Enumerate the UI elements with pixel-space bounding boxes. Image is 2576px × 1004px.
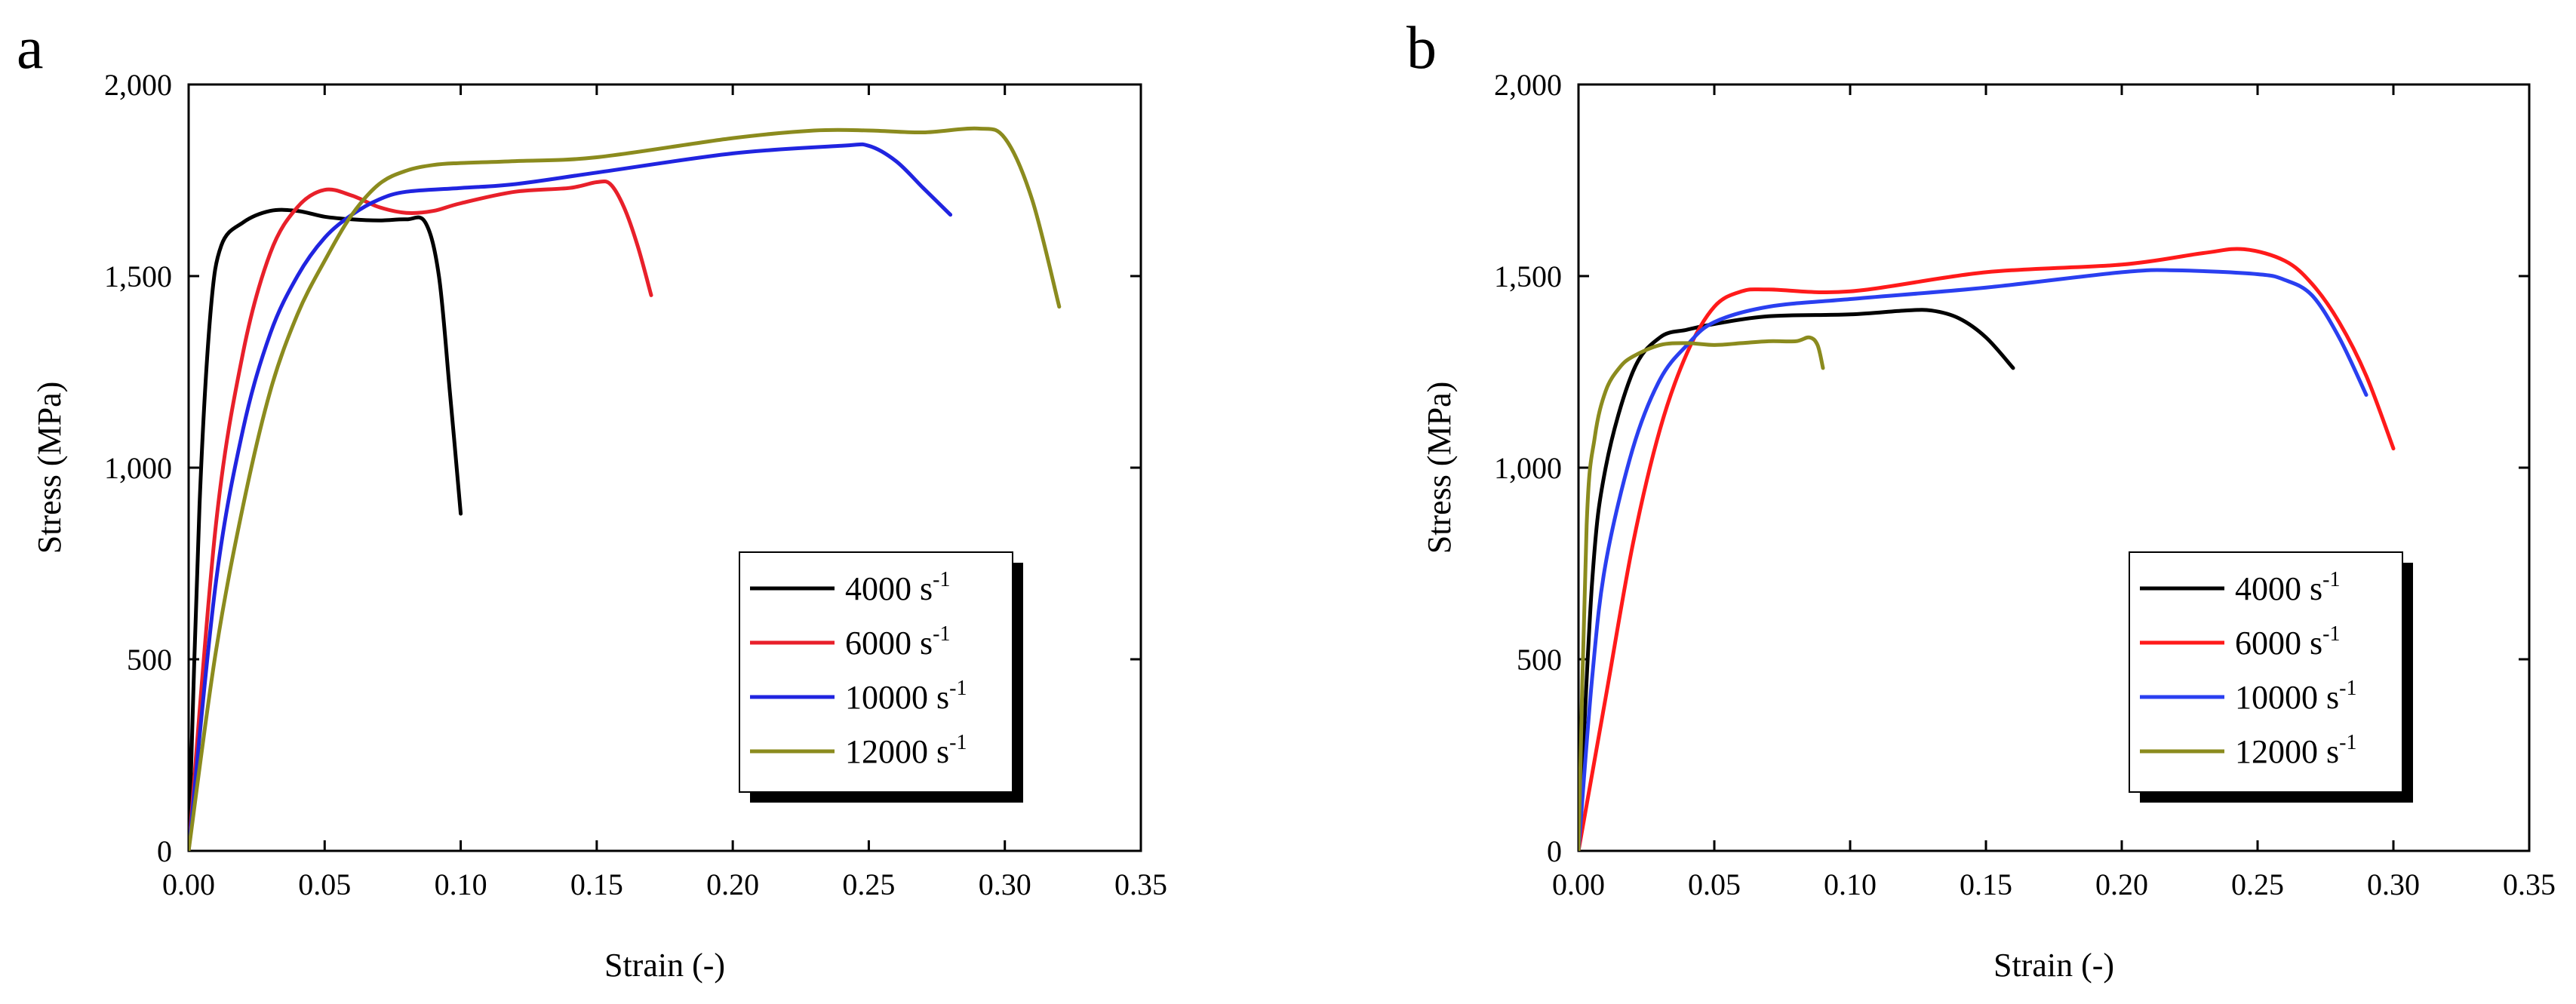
x-tick-label: 0.35	[1114, 867, 1167, 901]
series-line-4000	[1578, 308, 2015, 851]
x-axis-title: Strain (-)	[604, 947, 725, 984]
x-tick-label: 0.30	[2367, 867, 2420, 901]
y-tick-label: 500	[1517, 643, 1562, 677]
y-tick-label: 500	[127, 643, 172, 677]
legend-label-10000: 10000 s-1	[845, 677, 967, 716]
y-tick-label: 2,000	[1494, 68, 1562, 102]
x-tick-label: 0.15	[570, 867, 623, 901]
x-tick-label: 0.25	[842, 867, 895, 901]
y-tick-label: 1,000	[104, 451, 172, 485]
y-tick-label: 1,500	[1494, 259, 1562, 293]
x-tick-label: 0.10	[1824, 867, 1877, 901]
chart-panel-a: a 0.00 0.05 0.10 0.15 0.20 0.25 0.30 0.35 0 500 1,0…	[17, 15, 1167, 984]
x-tick-label: 0.25	[2231, 867, 2284, 901]
x-tick-label: 0.35	[2503, 867, 2556, 901]
x-tick-label: 0.15	[1960, 867, 2012, 901]
legend-label-12000: 12000 s-1	[845, 731, 967, 770]
legend-label-6000: 6000 s-1	[845, 622, 950, 662]
legend-label-12000: 12000 s-1	[2235, 731, 2356, 770]
y-tick-label: 1,000	[1494, 451, 1562, 485]
x-tick-label: 0.20	[706, 867, 759, 901]
x-tick-label: 0.00	[162, 867, 215, 901]
legend-label-4000: 4000 s-1	[2235, 568, 2340, 607]
y-axis-title: Stress (MPa)	[31, 382, 68, 554]
series-line-12000	[1578, 335, 1825, 851]
series-line-10000	[189, 142, 953, 851]
x-tick-label: 0.20	[2095, 867, 2148, 901]
panel-label: b	[1406, 15, 1437, 81]
legend-label-10000: 10000 s-1	[2235, 677, 2356, 716]
y-tick-label: 1,500	[104, 259, 172, 293]
series-line-4000	[189, 207, 463, 851]
panel-label: a	[17, 15, 44, 81]
x-tick-label: 0.05	[298, 867, 351, 901]
series-line-12000	[189, 126, 1062, 851]
x-tick-label: 0.30	[979, 867, 1031, 901]
series-line-6000	[189, 179, 653, 851]
legend-label-6000: 6000 s-1	[2235, 622, 2340, 662]
x-tick-label: 0.05	[1688, 867, 1741, 901]
y-tick-label: 0	[1547, 834, 1562, 868]
series-line-6000	[1578, 247, 2396, 851]
y-axis-title: Stress (MPa)	[1421, 382, 1458, 554]
chart-panel-b: b 0.00 0.05 0.10 0.15 0.20 0.25 0.30 0.35 0 500 1,0…	[1406, 15, 2556, 984]
y-tick-label: 0	[157, 834, 172, 868]
y-tick-label: 2,000	[104, 68, 172, 102]
x-axis-title: Strain (-)	[1993, 947, 2114, 984]
series-line-10000	[1578, 268, 2369, 851]
legend-label-4000: 4000 s-1	[845, 568, 950, 607]
x-tick-label: 0.00	[1552, 867, 1605, 901]
x-tick-label: 0.10	[435, 867, 487, 901]
